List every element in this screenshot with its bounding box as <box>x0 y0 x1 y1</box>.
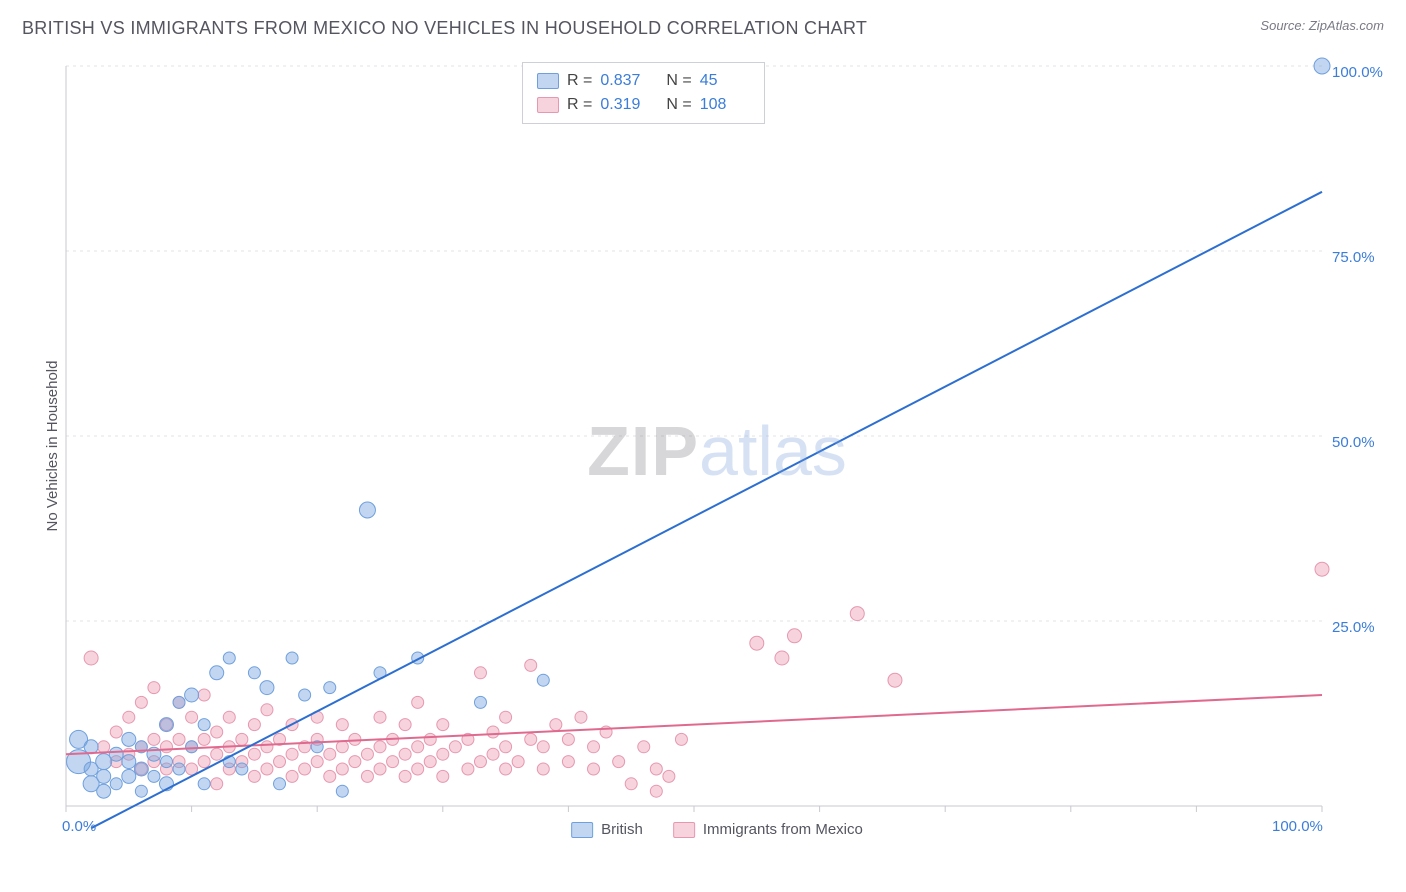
legend-label-mexico: Immigrants from Mexico <box>703 821 863 838</box>
swatch-british <box>537 73 559 89</box>
y-tick-label: 75.0% <box>1332 249 1375 266</box>
source-label: Source: <box>1260 18 1305 33</box>
stats-legend-box: R = 0.837 N = 45 R = 0.319 N = 108 <box>522 62 765 124</box>
chart-title: BRITISH VS IMMIGRANTS FROM MEXICO NO VEH… <box>22 18 867 39</box>
stats-row-mexico: R = 0.319 N = 108 <box>537 93 750 117</box>
n-value-mexico: 108 <box>700 93 750 117</box>
legend-swatch-british <box>571 822 593 838</box>
r-value-mexico: 0.319 <box>600 93 650 117</box>
n-label: N = <box>666 69 691 93</box>
x-tick-label: 100.0% <box>1272 818 1323 835</box>
legend-label-british: British <box>601 821 643 838</box>
r-value-british: 0.837 <box>600 69 650 93</box>
n-value-british: 45 <box>700 69 750 93</box>
stats-row-british: R = 0.837 N = 45 <box>537 69 750 93</box>
n-label: N = <box>666 93 691 117</box>
legend-item-british: British <box>571 821 643 838</box>
y-tick-label: 100.0% <box>1332 64 1383 81</box>
legend-item-mexico: Immigrants from Mexico <box>673 821 863 838</box>
source-link[interactable]: ZipAtlas.com <box>1309 18 1384 33</box>
y-tick-label: 50.0% <box>1332 434 1375 451</box>
source-attribution: Source: ZipAtlas.com <box>1260 18 1384 33</box>
chart-area: No Vehicles in Household R = 0.837 N = 4… <box>52 56 1382 846</box>
legend-swatch-mexico <box>673 822 695 838</box>
scatter-plot <box>52 56 1382 846</box>
y-tick-label: 25.0% <box>1332 619 1375 636</box>
swatch-mexico <box>537 97 559 113</box>
r-label: R = <box>567 69 592 93</box>
legend-bottom: British Immigrants from Mexico <box>571 821 863 838</box>
r-label: R = <box>567 93 592 117</box>
x-tick-label: 0.0% <box>62 818 96 835</box>
